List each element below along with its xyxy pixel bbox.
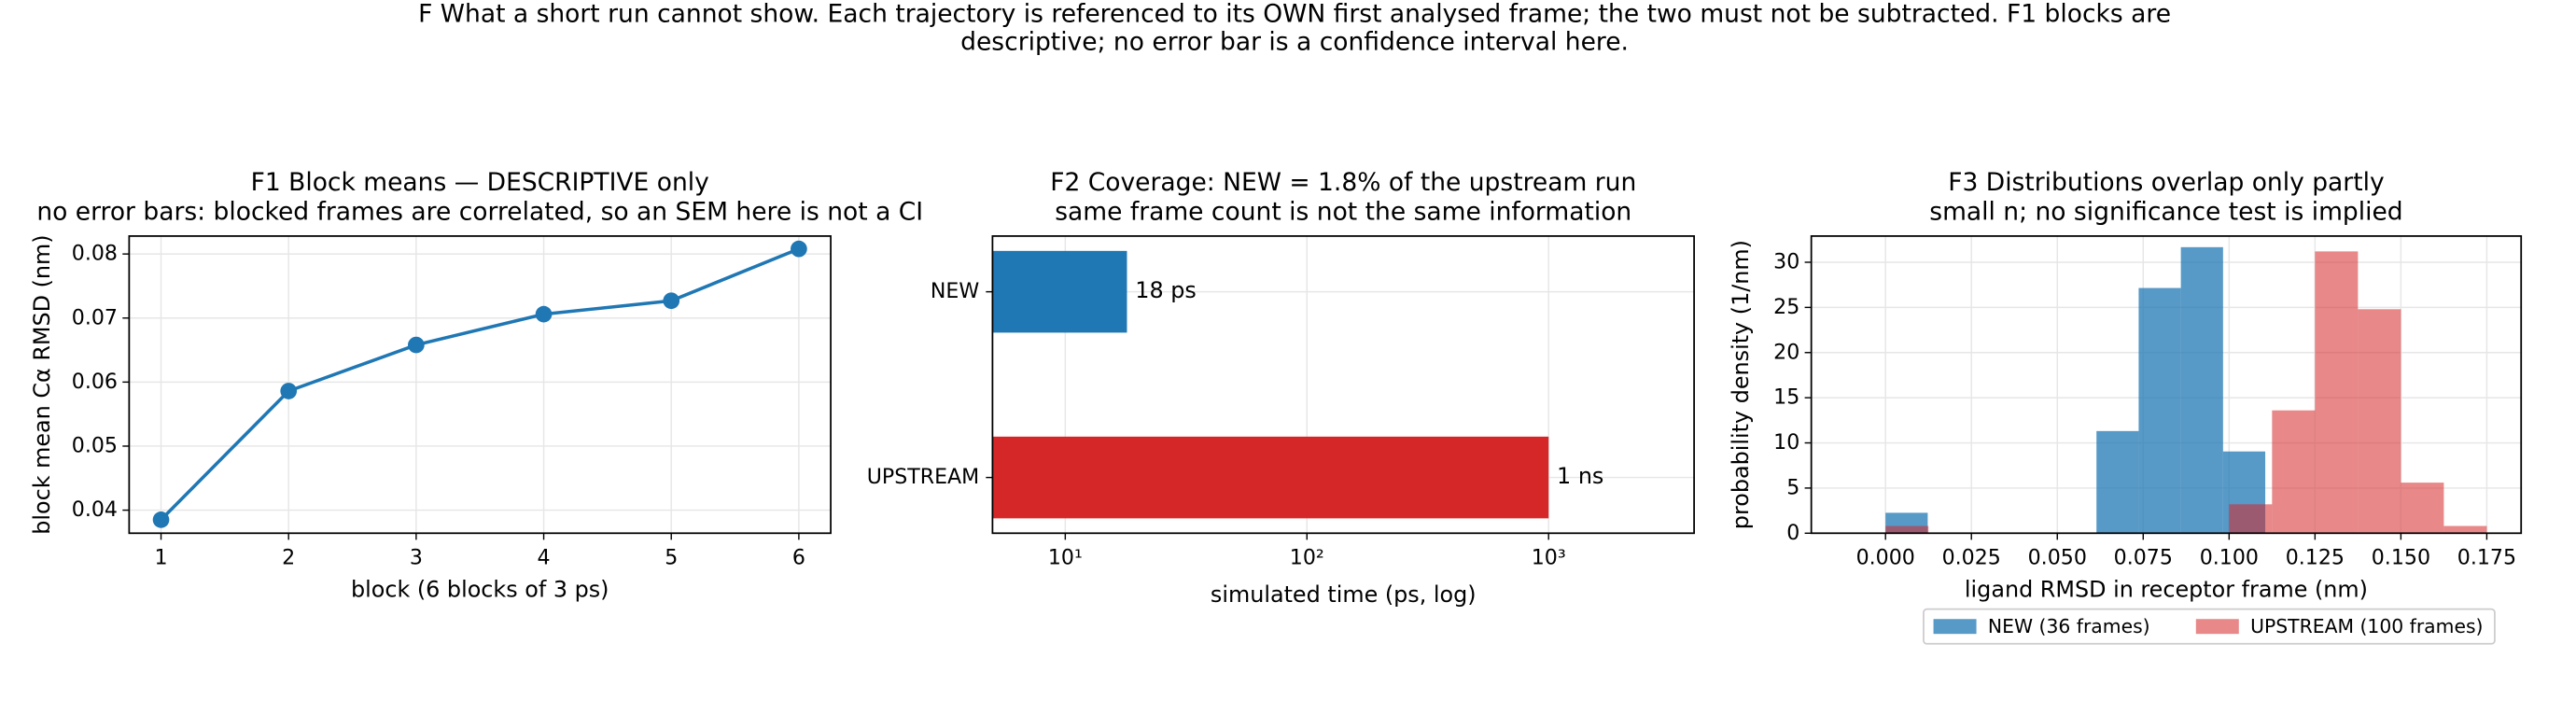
histogram-bar <box>2272 410 2316 534</box>
x-tick-label: 1 <box>155 545 168 569</box>
x-tick-label: 0.175 <box>2457 545 2516 569</box>
y-tick-label: 0.06 <box>72 370 118 394</box>
histogram-bar <box>2096 430 2139 534</box>
panel-subtitle: no error bars: blocked frames are correl… <box>36 198 923 227</box>
x-axis-label: block (6 blocks of 3 ps) <box>351 577 609 603</box>
x-tick-label: 10³ <box>1532 545 1566 569</box>
y-tick-label: 20 <box>1773 340 1799 364</box>
x-axis-label: ligand RMSD in receptor frame (nm) <box>1965 577 2368 603</box>
panel-subtitle: small n; no significance test is implied <box>1929 198 2402 227</box>
histogram-bar <box>2180 246 2223 534</box>
y-axis-label: probability density (1/nm) <box>1728 240 1754 529</box>
y-tick-label: 15 <box>1773 385 1799 410</box>
y-tick-label: 0.05 <box>72 433 118 457</box>
x-tick-label: 3 <box>410 545 423 569</box>
y-tick-label: 0.08 <box>72 242 118 266</box>
axes-frame <box>128 235 832 535</box>
x-tick-label: 4 <box>538 545 551 569</box>
bar <box>992 250 1127 333</box>
x-tick-label: 0.100 <box>2200 545 2259 569</box>
panel-title: F1 Block means — DESCRIPTIVE only <box>251 168 709 197</box>
marker <box>408 336 425 354</box>
suptitle: F What a short run cannot show. Each tra… <box>418 0 2171 28</box>
marker <box>791 240 807 258</box>
x-tick-label: 0.050 <box>2028 545 2087 569</box>
marker <box>663 292 680 310</box>
y-tick-label: UPSTREAM <box>867 465 980 489</box>
y-tick-label: 5 <box>1786 475 1799 499</box>
y-tick-label: 0.07 <box>72 305 118 329</box>
legend-swatch <box>2195 619 2239 635</box>
x-tick-label: 6 <box>792 545 805 569</box>
histogram-bar <box>2401 483 2444 534</box>
y-tick-label: 0 <box>1786 521 1799 545</box>
legend: NEW (36 frames) UPSTREAM (100 frames) <box>1923 608 2496 645</box>
panel-subtitle: same frame count is not the same informa… <box>1055 198 1631 227</box>
y-axis-label: block mean Cα RMSD (nm) <box>29 234 55 534</box>
histogram-bar <box>2358 309 2401 534</box>
histogram-bar <box>2138 287 2181 534</box>
x-tick-label: 0.125 <box>2286 545 2345 569</box>
x-tick-label: 0.025 <box>1942 545 2001 569</box>
suptitle: descriptive; no error bar is a confidenc… <box>960 27 1629 56</box>
x-tick-label: 5 <box>665 545 678 569</box>
x-tick-label: 2 <box>282 545 295 569</box>
marker <box>280 383 298 399</box>
panel: F2 Coverage: NEW = 1.8% of the upstream … <box>867 168 1695 608</box>
histogram-bar <box>2315 251 2359 534</box>
panel: F3 Distributions overlap only partlysmal… <box>1728 168 2523 645</box>
marker <box>535 305 553 323</box>
axes-frame <box>1810 235 2523 535</box>
panel-title: F2 Coverage: NEW = 1.8% of the upstream … <box>1050 168 1636 197</box>
x-tick-label: 0.075 <box>2114 545 2173 569</box>
legend-label: UPSTREAM (100 frames) <box>2250 615 2483 637</box>
histogram-bar <box>1885 525 1929 534</box>
panel-title: F3 Distributions overlap only partly <box>1948 168 2384 197</box>
x-tick-label: 0.150 <box>2372 545 2430 569</box>
axes-frame <box>991 235 1695 535</box>
x-axis-label: simulated time (ps, log) <box>1211 581 1477 608</box>
y-tick-label: 25 <box>1773 295 1799 319</box>
x-tick-label: 10¹ <box>1048 545 1083 569</box>
histogram-bar <box>2443 525 2487 534</box>
value-label: 18 ps <box>1135 277 1197 303</box>
y-tick-label: 0.04 <box>72 497 118 522</box>
y-tick-label: 10 <box>1773 430 1799 455</box>
y-tick-label: NEW <box>931 279 979 303</box>
marker <box>152 511 170 528</box>
histogram-bar <box>2229 504 2273 534</box>
y-tick-label: 30 <box>1773 249 1799 273</box>
legend-label: NEW (36 frames) <box>1988 615 2150 637</box>
x-tick-label: 10² <box>1290 545 1324 569</box>
line <box>160 247 800 522</box>
legend-swatch <box>1933 619 1977 635</box>
value-label: 1 ns <box>1557 463 1603 489</box>
bar <box>992 436 1549 519</box>
x-tick-label: 0.000 <box>1856 545 1915 569</box>
